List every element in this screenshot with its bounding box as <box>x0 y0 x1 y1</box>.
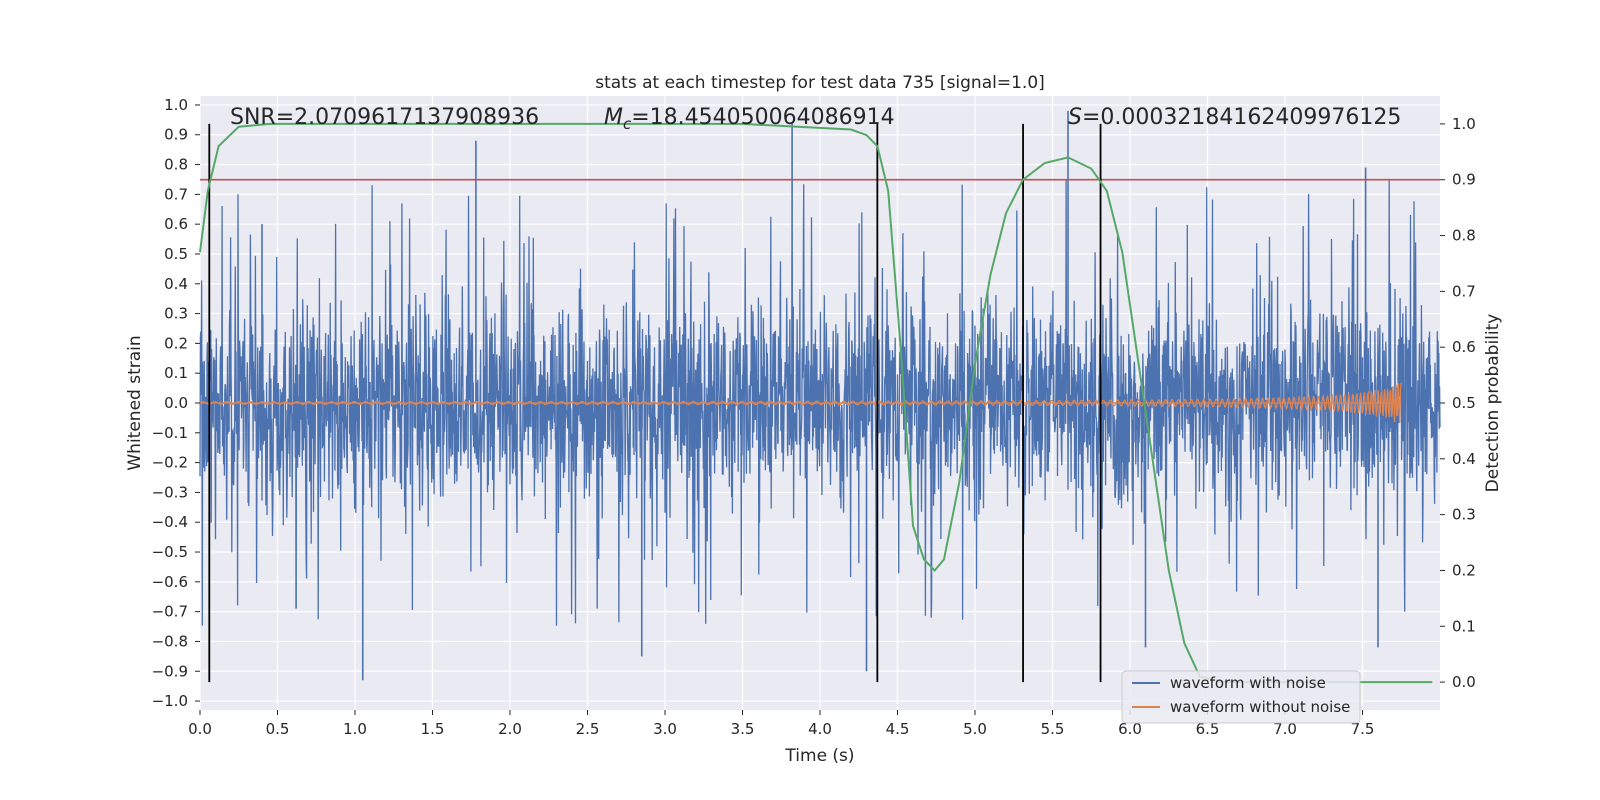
y2-tick-label-6: 0.4 <box>1452 450 1476 468</box>
y2-axis-title: Detection probability <box>1483 314 1503 493</box>
x-tick-label-4: 2.0 <box>498 720 522 738</box>
y-tick-label-8: 0.2 <box>164 334 188 352</box>
x-tick-label-3: 1.5 <box>421 720 445 738</box>
y-tick-label-2: 0.8 <box>164 156 188 174</box>
x-tick-label-7: 3.5 <box>731 720 755 738</box>
x-tick-label-11: 5.5 <box>1041 720 1065 738</box>
x-tick-label-0: 0.0 <box>188 720 212 738</box>
legend-label-noise: waveform with noise <box>1170 674 1326 692</box>
legend-box <box>1121 670 1361 724</box>
y-tick-label-18: −0.8 <box>152 632 188 650</box>
chirp-mass-annotation: Mc=18.454050064086914 <box>604 105 895 133</box>
x-tick-label-14: 7.0 <box>1273 720 1297 738</box>
y-tick-label-7: 0.3 <box>164 305 188 323</box>
y-tick-label-4: 0.6 <box>164 215 188 233</box>
clean-trace <box>199 382 1402 424</box>
x-tick-label-6: 3.0 <box>653 720 677 738</box>
x-tick-label-12: 6.0 <box>1118 720 1142 738</box>
y-tick-label-15: −0.5 <box>152 543 188 561</box>
x-tick-label-10: 5.0 <box>963 720 987 738</box>
y2-axis-ticks: 1.0 0.9 0.8 0.7 0.6 0.5 0.4 0.3 0.2 0.1 0.0 <box>1440 115 1476 691</box>
y2-tick-label-10: 0.0 <box>1452 673 1476 691</box>
y2-tick-label-3: 0.7 <box>1452 282 1476 300</box>
x-tick-label-8: 4.0 <box>808 720 832 738</box>
y-tick-label-10: 0.0 <box>164 394 188 412</box>
series-waveform-with-noise <box>199 110 1441 681</box>
s-annotation: S=0.00032184162409976125 <box>1068 105 1401 130</box>
y-tick-label-13: −0.3 <box>152 483 188 501</box>
y-tick-label-5: 0.5 <box>164 245 188 263</box>
y-axis-title: Whitened strain <box>125 335 145 470</box>
x-tick-label-5: 2.5 <box>576 720 600 738</box>
y-axis-ticks: 1.0 0.9 0.8 0.7 0.6 0.5 0.4 0.3 0.2 0.1 0.0 −0.1 −0.… <box>152 96 200 710</box>
series-waveform-without-noise <box>199 382 1402 424</box>
y-tick-label-6: 0.4 <box>164 275 188 293</box>
x-tick-label-13: 6.5 <box>1196 720 1220 738</box>
x-tick-label-15: 7.5 <box>1351 720 1375 738</box>
y2-tick-label-1: 0.9 <box>1452 171 1476 189</box>
y-tick-label-16: −0.6 <box>152 573 188 591</box>
y-tick-label-11: −0.1 <box>152 424 188 442</box>
y2-tick-label-9: 0.1 <box>1452 617 1476 635</box>
x-tick-label-9: 4.5 <box>886 720 910 738</box>
x-axis-ticks: 0.0 0.5 1.0 1.5 2.0 2.5 3.0 3.5 4.0 4.5 5.0 5.5 6.0 6… <box>188 710 1374 738</box>
y2-tick-label-4: 0.6 <box>1452 338 1476 356</box>
y-tick-label-9: 0.1 <box>164 364 188 382</box>
legend: waveform with noise waveform without noi… <box>1121 670 1361 724</box>
y2-tick-label-8: 0.2 <box>1452 561 1476 579</box>
y-tick-label-3: 0.7 <box>164 185 188 203</box>
y-tick-label-17: −0.7 <box>152 603 188 621</box>
y2-tick-label-2: 0.8 <box>1452 227 1476 245</box>
probability-curve <box>199 122 1433 684</box>
y-tick-label-20: −1.0 <box>152 692 188 710</box>
x-axis-title: Time (s) <box>784 746 854 766</box>
series-detection-probability <box>199 122 1433 684</box>
s-symbol: S <box>1068 105 1082 130</box>
chirp-mass-symbol: M <box>604 105 623 130</box>
vertical-lines <box>208 123 1102 683</box>
chart-title: stats at each timestep for test data 735… <box>595 73 1045 93</box>
y2-tick-label-5: 0.5 <box>1452 394 1476 412</box>
y-tick-label-12: −0.2 <box>152 454 188 472</box>
x-tick-label-2: 1.0 <box>343 720 367 738</box>
chirp-mass-value: =18.454050064086914 <box>631 105 894 130</box>
y-tick-label-14: −0.4 <box>152 513 188 531</box>
chirp-mass-subscript: c <box>623 115 632 133</box>
x-tick-label-1: 0.5 <box>266 720 290 738</box>
legend-label-clean: waveform without noise <box>1170 698 1350 716</box>
y2-tick-label-7: 0.3 <box>1452 506 1476 524</box>
noise-trace <box>199 180 1441 626</box>
snr-annotation: SNR=2.0709617137908936 <box>230 105 539 130</box>
y-tick-label-1: 0.9 <box>164 126 188 144</box>
y2-tick-label-0: 1.0 <box>1452 115 1476 133</box>
y-tick-label-0: 1.0 <box>164 96 188 114</box>
s-value: =0.00032184162409976125 <box>1082 105 1401 130</box>
y-tick-label-19: −0.9 <box>152 662 188 680</box>
